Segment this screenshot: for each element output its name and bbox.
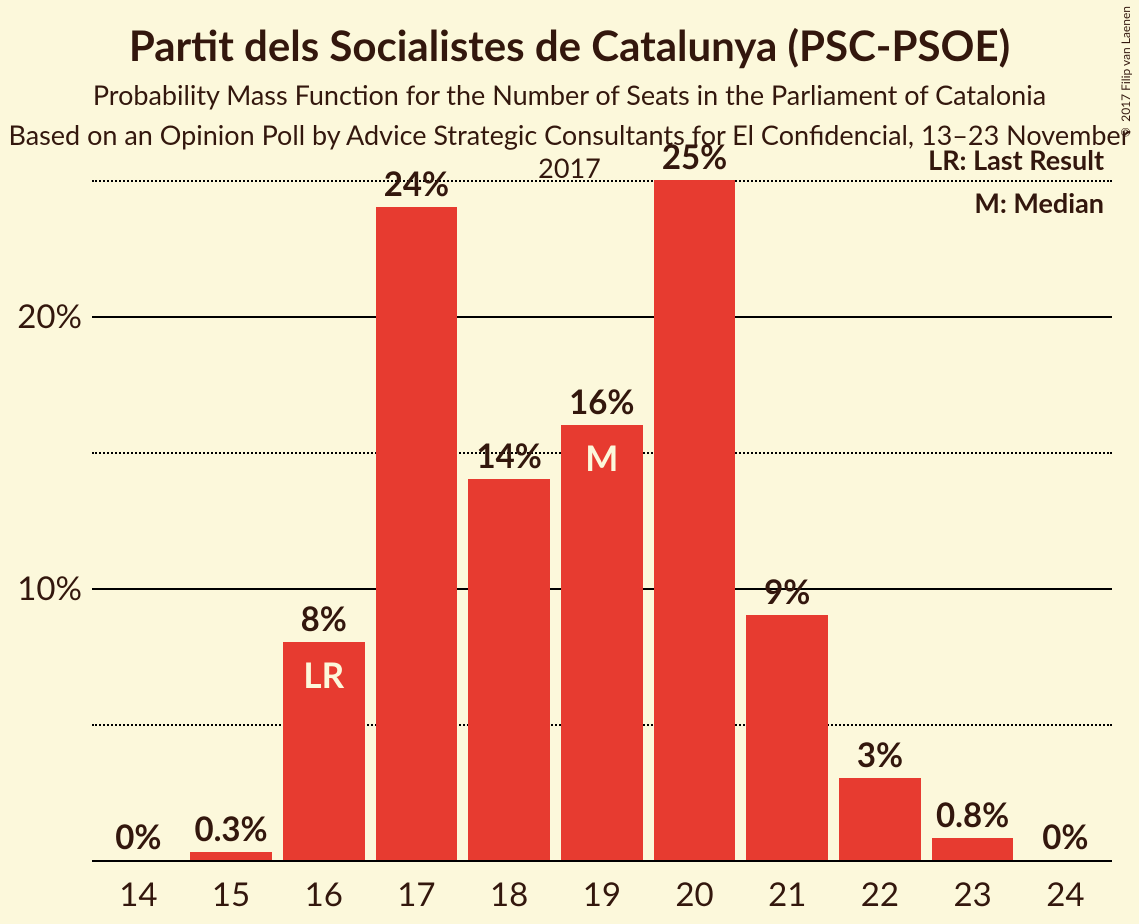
bar-value-label: 8% <box>268 599 380 639</box>
chart-canvas: © 2017 Filip van Laenen Partit dels Soci… <box>0 0 1139 924</box>
x-tick-label: 16 <box>277 874 370 914</box>
bar-inner-median: M <box>561 437 643 479</box>
legend-median: M: Median <box>974 186 1104 219</box>
bar-value-label: 3% <box>824 735 936 775</box>
bar <box>376 207 458 860</box>
legend-last-result: LR: Last Result <box>928 143 1104 176</box>
plot-area: 10%20%0%140.3%158%LR1624%1714%1816%M1925… <box>92 180 1112 860</box>
bar-value-label: 14% <box>453 436 565 476</box>
x-tick-label: 18 <box>463 874 556 914</box>
chart-title: Partit dels Socialistes de Catalunya (PS… <box>0 20 1139 70</box>
gridline-major <box>92 316 1112 318</box>
y-tick-label: 20% <box>2 296 82 336</box>
x-axis-line <box>92 860 1112 862</box>
x-tick-label: 19 <box>556 874 649 914</box>
bar-value-label: 0.3% <box>175 809 287 849</box>
chart-subtitle-1: Probability Mass Function for the Number… <box>0 78 1139 111</box>
bar-value-label: 9% <box>731 572 843 612</box>
bar-value-label: 0% <box>1010 817 1122 857</box>
x-tick-label: 17 <box>370 874 463 914</box>
bar <box>190 852 272 860</box>
bar-value-label: 24% <box>361 164 473 204</box>
bar <box>561 425 643 860</box>
bar <box>654 180 736 860</box>
bar <box>932 838 1014 860</box>
bar <box>839 778 921 860</box>
x-tick-label: 22 <box>834 874 927 914</box>
x-tick-label: 24 <box>1019 874 1112 914</box>
x-tick-label: 20 <box>648 874 741 914</box>
bar-inner-last-result: LR <box>283 654 365 696</box>
x-tick-label: 15 <box>185 874 278 914</box>
bar-value-label: 25% <box>639 137 751 177</box>
bar-value-label: 16% <box>546 382 658 422</box>
x-tick-label: 21 <box>741 874 834 914</box>
x-tick-label: 23 <box>926 874 1019 914</box>
y-tick-label: 10% <box>2 568 82 608</box>
gridline-minor <box>92 180 1112 182</box>
x-tick-label: 14 <box>92 874 185 914</box>
bar <box>468 479 550 860</box>
bar <box>746 615 828 860</box>
